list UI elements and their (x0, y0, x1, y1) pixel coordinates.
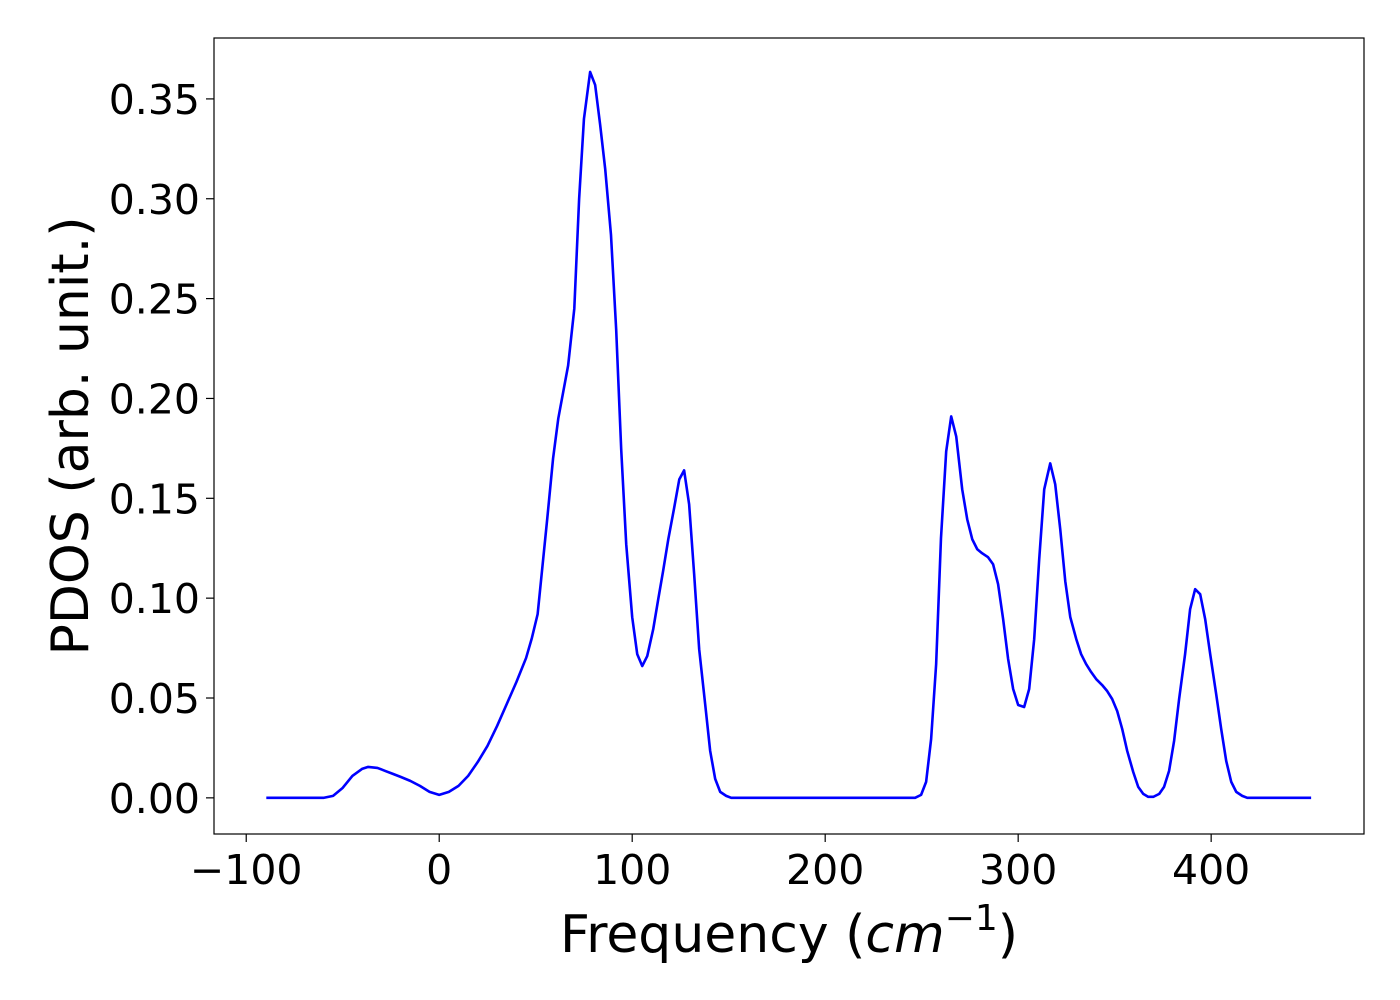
y-tick-label: 0.25 (109, 276, 200, 324)
x-tick-label: 0 (426, 846, 452, 894)
y-tick-label: 0.30 (109, 176, 200, 224)
plot-frame (213, 37, 1365, 835)
y-tick-label: 0.20 (109, 375, 200, 423)
x-tick-label: −100 (190, 846, 303, 894)
x-axis-label-part: Frequency ( (560, 905, 865, 965)
y-tick-label: 0.10 (109, 575, 200, 623)
x-tick-label: 200 (786, 846, 864, 894)
x-tick-label: 100 (593, 846, 671, 894)
x-axis-label: Frequency (cm−1) (560, 898, 1018, 965)
y-tick-label: 0.00 (109, 775, 200, 823)
x-axis-label-part: −1 (945, 898, 998, 939)
x-axis-label-part: ) (998, 905, 1018, 965)
y-axis-label: PDOS (arb. unit.) (41, 216, 101, 655)
y-tick-label: 0.35 (109, 76, 200, 124)
data-line (266, 70, 1312, 800)
x-axis-label-part: cm (865, 905, 944, 965)
x-tick-label: 300 (979, 846, 1057, 894)
y-tick-label: 0.15 (109, 475, 200, 523)
y-tick-label: 0.05 (109, 675, 200, 723)
x-tick-label: 400 (1172, 846, 1250, 894)
